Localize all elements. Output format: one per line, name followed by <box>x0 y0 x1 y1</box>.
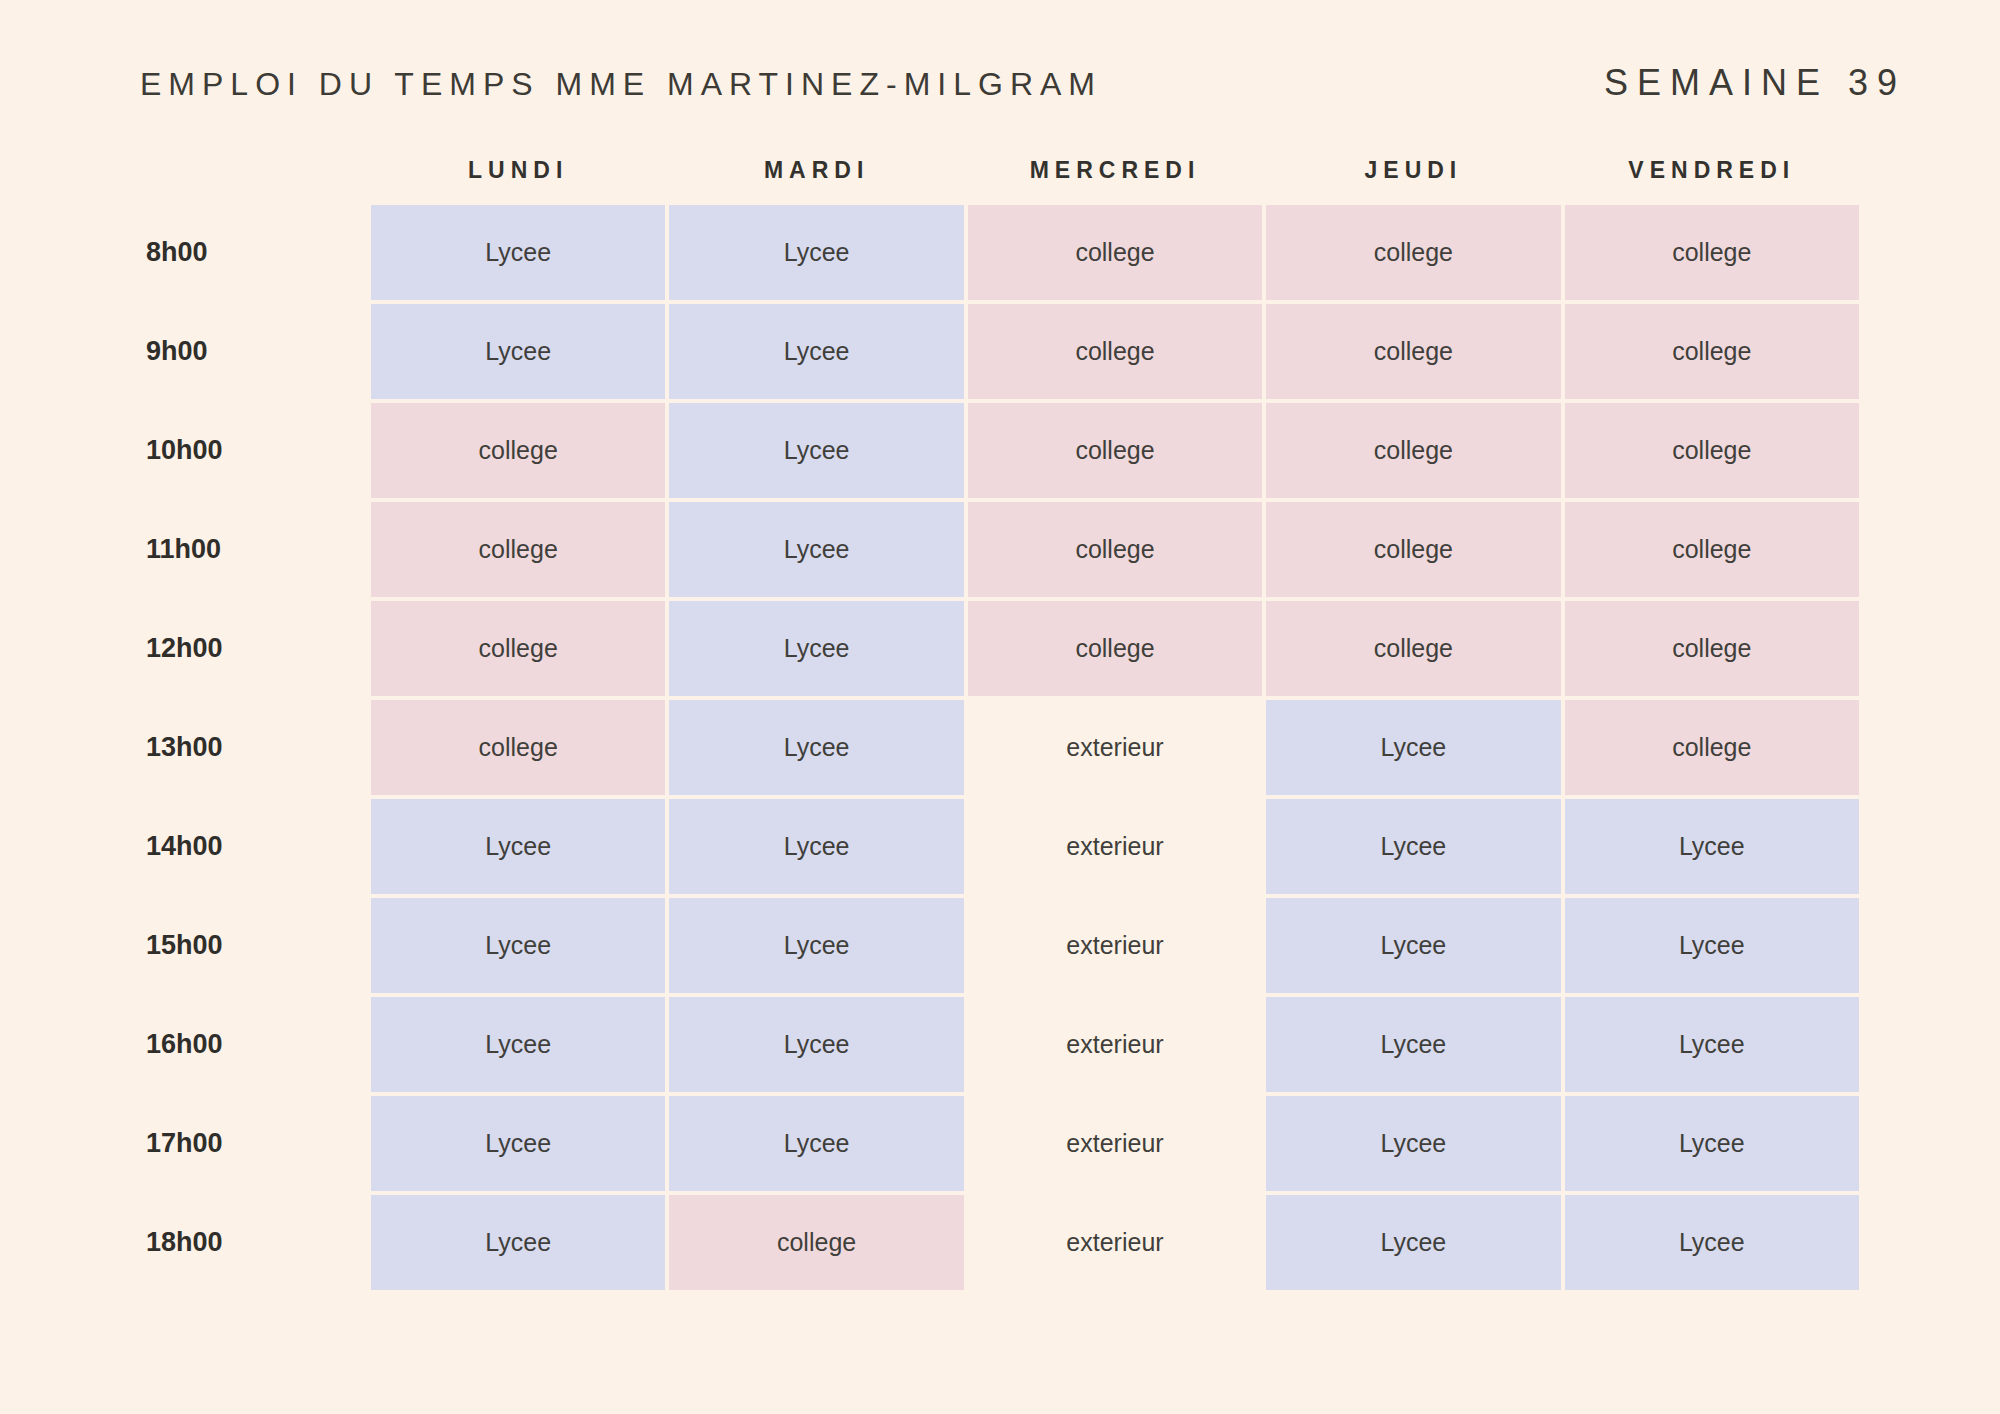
timetable-grid: LUNDIMARDIMERCREDIJEUDIVENDREDI8h00Lycee… <box>140 139 1859 1290</box>
cell-vendredi-18h00: Lycee <box>1565 1195 1859 1290</box>
day-header-lundi: LUNDI <box>371 139 665 201</box>
cell-mardi-15h00: Lycee <box>669 898 963 993</box>
corner-spacer <box>140 139 367 201</box>
cell-vendredi-13h00: college <box>1565 700 1859 795</box>
cell-vendredi-16h00: Lycee <box>1565 997 1859 1092</box>
cell-lundi-17h00: Lycee <box>371 1096 665 1191</box>
cell-mardi-11h00: Lycee <box>669 502 963 597</box>
time-label-8h00: 8h00 <box>140 205 367 300</box>
week-label: SEMAINE 39 <box>1604 62 1906 104</box>
cell-mercredi-13h00: exterieur <box>968 700 1262 795</box>
cell-mardi-8h00: Lycee <box>669 205 963 300</box>
cell-mardi-12h00: Lycee <box>669 601 963 696</box>
cell-mardi-10h00: Lycee <box>669 403 963 498</box>
time-label-11h00: 11h00 <box>140 502 367 597</box>
page-title: EMPLOI DU TEMPS MME MARTINEZ-MILGRAM <box>140 66 1102 103</box>
cell-lundi-11h00: college <box>371 502 665 597</box>
cell-vendredi-15h00: Lycee <box>1565 898 1859 993</box>
cell-jeudi-8h00: college <box>1266 205 1560 300</box>
cell-jeudi-17h00: Lycee <box>1266 1096 1560 1191</box>
cell-jeudi-13h00: Lycee <box>1266 700 1560 795</box>
cell-mardi-14h00: Lycee <box>669 799 963 894</box>
time-label-14h00: 14h00 <box>140 799 367 894</box>
time-label-9h00: 9h00 <box>140 304 367 399</box>
day-header-mardi: MARDI <box>669 139 963 201</box>
cell-mercredi-8h00: college <box>968 205 1262 300</box>
cell-mardi-18h00: college <box>669 1195 963 1290</box>
cell-vendredi-9h00: college <box>1565 304 1859 399</box>
cell-lundi-13h00: college <box>371 700 665 795</box>
cell-vendredi-12h00: college <box>1565 601 1859 696</box>
time-label-16h00: 16h00 <box>140 997 367 1092</box>
cell-jeudi-16h00: Lycee <box>1266 997 1560 1092</box>
day-header-jeudi: JEUDI <box>1266 139 1560 201</box>
time-label-12h00: 12h00 <box>140 601 367 696</box>
page-header: EMPLOI DU TEMPS MME MARTINEZ-MILGRAM SEM… <box>0 0 2000 104</box>
time-label-13h00: 13h00 <box>140 700 367 795</box>
cell-lundi-12h00: college <box>371 601 665 696</box>
cell-lundi-9h00: Lycee <box>371 304 665 399</box>
cell-jeudi-11h00: college <box>1266 502 1560 597</box>
cell-jeudi-9h00: college <box>1266 304 1560 399</box>
cell-vendredi-10h00: college <box>1565 403 1859 498</box>
cell-lundi-18h00: Lycee <box>371 1195 665 1290</box>
cell-vendredi-11h00: college <box>1565 502 1859 597</box>
cell-lundi-8h00: Lycee <box>371 205 665 300</box>
cell-mardi-17h00: Lycee <box>669 1096 963 1191</box>
cell-jeudi-10h00: college <box>1266 403 1560 498</box>
cell-lundi-14h00: Lycee <box>371 799 665 894</box>
cell-mercredi-11h00: college <box>968 502 1262 597</box>
cell-jeudi-18h00: Lycee <box>1266 1195 1560 1290</box>
cell-mercredi-16h00: exterieur <box>968 997 1262 1092</box>
cell-mardi-9h00: Lycee <box>669 304 963 399</box>
cell-mardi-16h00: Lycee <box>669 997 963 1092</box>
cell-vendredi-8h00: college <box>1565 205 1859 300</box>
time-label-10h00: 10h00 <box>140 403 367 498</box>
day-header-mercredi: MERCREDI <box>968 139 1262 201</box>
time-label-18h00: 18h00 <box>140 1195 367 1290</box>
cell-mercredi-17h00: exterieur <box>968 1096 1262 1191</box>
cell-jeudi-14h00: Lycee <box>1266 799 1560 894</box>
cell-vendredi-17h00: Lycee <box>1565 1096 1859 1191</box>
cell-jeudi-12h00: college <box>1266 601 1560 696</box>
time-label-17h00: 17h00 <box>140 1096 367 1191</box>
cell-jeudi-15h00: Lycee <box>1266 898 1560 993</box>
cell-lundi-16h00: Lycee <box>371 997 665 1092</box>
schedule-page: EMPLOI DU TEMPS MME MARTINEZ-MILGRAM SEM… <box>0 0 2000 1414</box>
cell-vendredi-14h00: Lycee <box>1565 799 1859 894</box>
day-header-vendredi: VENDREDI <box>1565 139 1859 201</box>
cell-mercredi-15h00: exterieur <box>968 898 1262 993</box>
time-label-15h00: 15h00 <box>140 898 367 993</box>
cell-mercredi-18h00: exterieur <box>968 1195 1262 1290</box>
cell-mercredi-14h00: exterieur <box>968 799 1262 894</box>
cell-mercredi-10h00: college <box>968 403 1262 498</box>
cell-mercredi-9h00: college <box>968 304 1262 399</box>
cell-lundi-15h00: Lycee <box>371 898 665 993</box>
cell-mardi-13h00: Lycee <box>669 700 963 795</box>
cell-lundi-10h00: college <box>371 403 665 498</box>
cell-mercredi-12h00: college <box>968 601 1262 696</box>
